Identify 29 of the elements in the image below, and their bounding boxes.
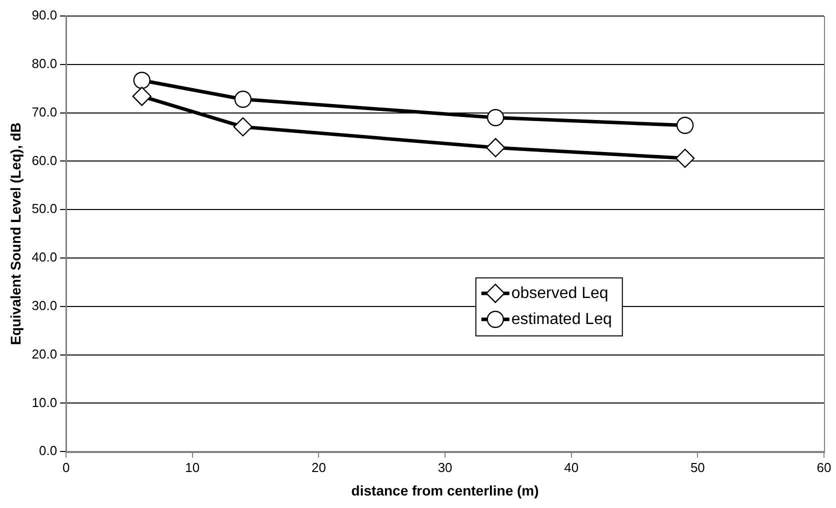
point: [233, 117, 253, 136]
y-tick-label: 20.0: [32, 346, 58, 362]
x-tick-label: 60: [816, 460, 832, 475]
y-tick-label: 30.0: [32, 298, 58, 313]
y-tick-label: 50.0: [32, 201, 58, 216]
point: [486, 138, 506, 158]
x-tick-label: 50: [690, 460, 705, 475]
y-tick-label: 40.0: [32, 250, 58, 265]
y-tick-label: 0.0: [39, 443, 58, 458]
y-tick-label: 60.0: [32, 152, 58, 168]
x-tick-label: 0: [62, 460, 70, 475]
point: [234, 90, 252, 108]
x-tick-label: 20: [312, 460, 326, 475]
point: [675, 148, 695, 168]
point: [132, 86, 152, 106]
legend-label: observed Leq: [511, 284, 608, 302]
x-tick-label: 40: [564, 460, 579, 475]
legend-label: estimated Leq: [511, 310, 612, 328]
x-axis-title: distance from centerline (m): [351, 482, 539, 498]
x-tick-label: 10: [185, 460, 200, 475]
point: [486, 109, 504, 126]
point: [676, 116, 694, 134]
y-axis-title: Equivalent Sound Level (Leq), dB: [7, 122, 24, 346]
y-tick-label: 80.0: [32, 56, 58, 71]
y-tick-label: 90.0: [32, 8, 58, 23]
point: [133, 72, 150, 89]
y-tick-label: 10.0: [32, 394, 58, 410]
x-tick-label: 30: [438, 460, 452, 475]
y-tick-label: 70.0: [32, 104, 58, 120]
